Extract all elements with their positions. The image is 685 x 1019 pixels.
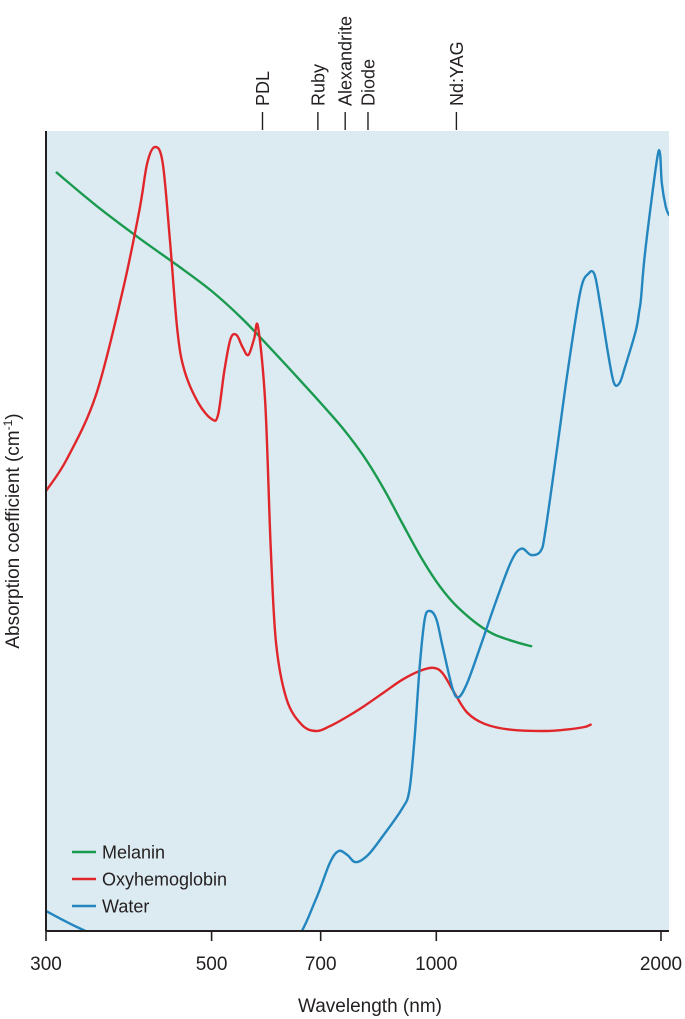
legend-item-melanin: Melanin [72, 843, 165, 863]
series-layer [46, 145, 669, 931]
legend: Melanin Oxyhemoglobin Water [72, 843, 227, 917]
laser-marker-label: Diode [358, 59, 378, 106]
laser-marker-label: PDL [253, 71, 273, 106]
laser-marker-ruby: Ruby [308, 64, 328, 130]
x-ticks: 300 500 700 1000 2000 [30, 931, 682, 975]
x-tick-500: 500 [196, 931, 228, 975]
x-tick-300: 300 [30, 931, 62, 975]
x-tick-2000: 2000 [640, 931, 682, 975]
legend-label: Oxyhemoglobin [102, 870, 227, 890]
laser-marker-alexandrite: Alexandrite [336, 16, 356, 130]
laser-markers: PDL Ruby Alexandrite Diode Nd:YAG [253, 16, 467, 130]
legend-item-oxyhemoglobin: Oxyhemoglobin [72, 870, 227, 890]
laser-marker-label: Alexandrite [336, 16, 356, 106]
y-axis-label: Absorption coefficient (cm-1) [1, 413, 24, 648]
legend-item-water: Water [72, 897, 149, 917]
x-tick-label: 2000 [640, 954, 682, 975]
laser-marker-nd-yag: Nd:YAG [447, 41, 467, 130]
laser-marker-diode: Diode [358, 59, 378, 130]
x-tick-1000: 1000 [415, 931, 457, 975]
laser-marker-label: Ruby [308, 64, 328, 106]
x-tick-label: 1000 [415, 954, 457, 975]
laser-marker-pdl: PDL [253, 71, 273, 130]
y-axis-label-exponent: -1 [1, 419, 15, 430]
x-tick-label: 300 [30, 954, 62, 975]
y-axis-label-close: ) [3, 413, 24, 419]
plot-area [46, 131, 669, 931]
x-tick-label: 700 [305, 954, 337, 975]
y-axis-label-main: Absorption coefficient (cm [3, 430, 24, 648]
series-line-melanin [55, 171, 533, 648]
x-tick-label: 500 [196, 954, 228, 975]
x-axis-label: Wavelength (nm) [298, 996, 442, 1017]
series-line-water [46, 149, 669, 931]
legend-label: Water [102, 897, 149, 917]
x-tick-700: 700 [305, 931, 337, 975]
laser-marker-label: Nd:YAG [447, 41, 467, 106]
legend-label: Melanin [102, 843, 165, 863]
